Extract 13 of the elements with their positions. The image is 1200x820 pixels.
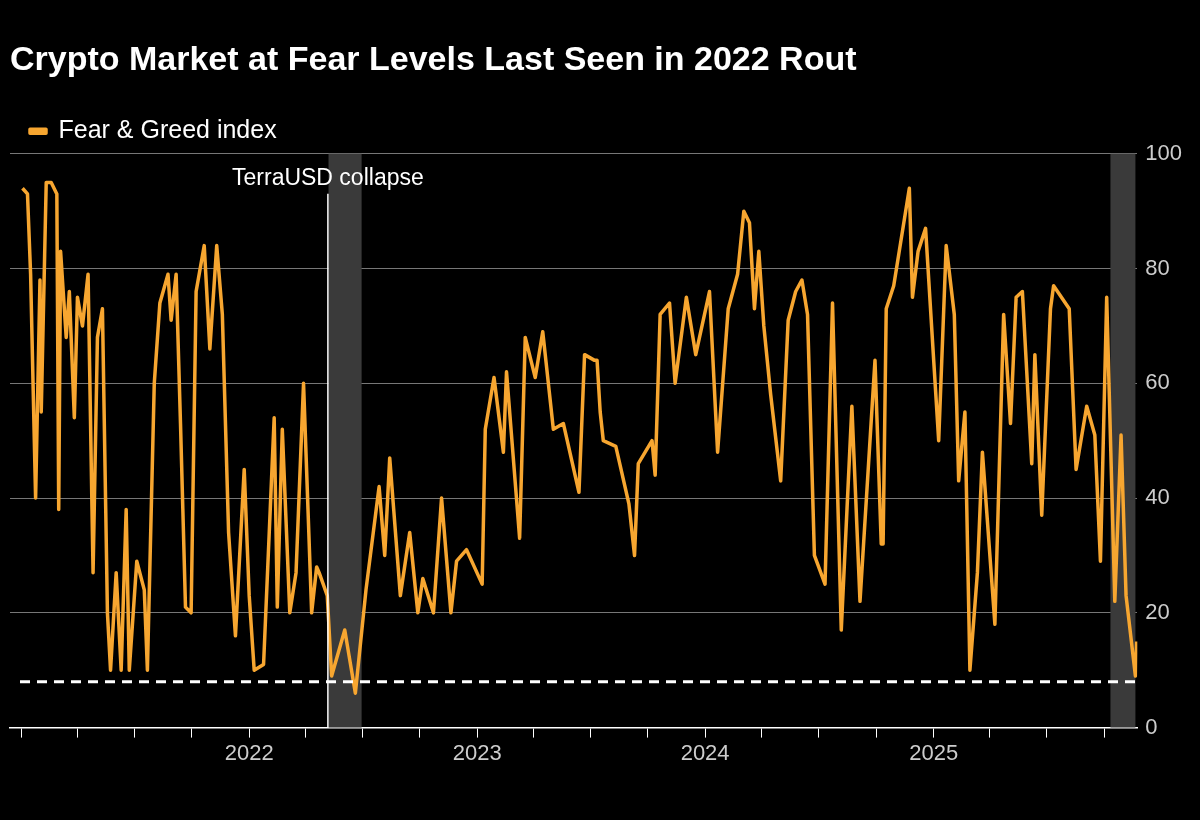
legend-label: Fear & Greed index (58, 115, 278, 144)
x-tick-label: 2023 (452, 739, 502, 765)
x-tick-label: 2025 (909, 739, 959, 765)
ref-line-label: TerraUSD collapse (232, 163, 424, 190)
x-tick-label: 2024 (680, 739, 730, 765)
y-tick-label: 20 (1145, 598, 1170, 624)
y-tick-label: 40 (1145, 484, 1170, 510)
x-tick-label: 2022 (224, 739, 274, 765)
y-tick-label: 0 (1145, 713, 1158, 739)
y-tick-label: 100 (1145, 139, 1183, 165)
y-tick-label: 60 (1145, 369, 1170, 395)
y-tick-label: 80 (1145, 254, 1170, 280)
chart-title: Crypto Market at Fear Levels Last Seen in 2022 Rout (10, 38, 857, 77)
